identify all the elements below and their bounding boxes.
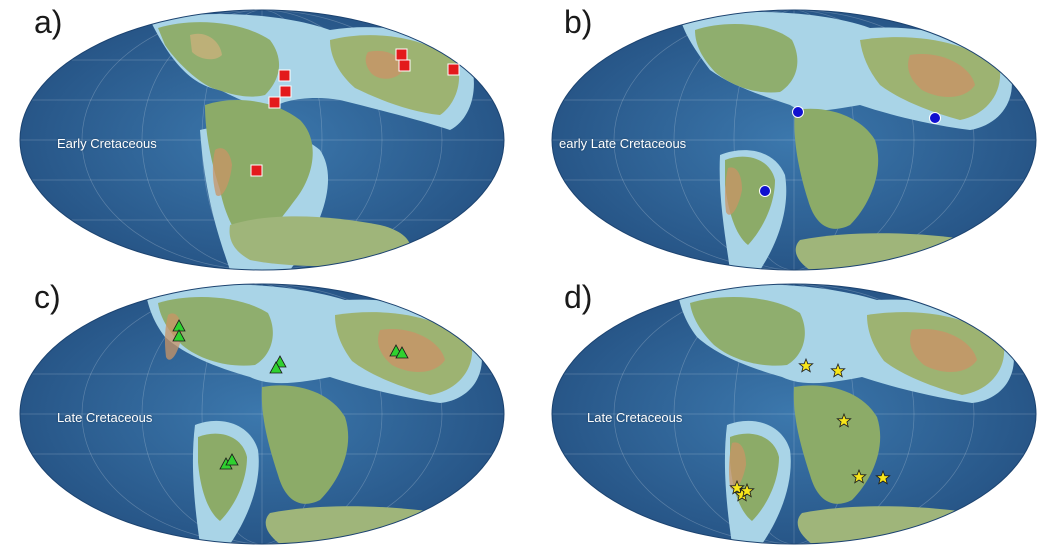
highland-2 — [212, 148, 232, 196]
marker-group-circles — [759, 106, 941, 197]
highland-1 — [365, 50, 405, 79]
fossil-site-square — [268, 96, 281, 109]
landmass-north-america — [158, 297, 273, 366]
fossil-site-triangle — [395, 346, 409, 359]
map-panel-c: c) Late Cretaceous — [0, 275, 529, 549]
era-label-b: early Late Cretaceous — [559, 136, 687, 151]
fossil-site-circle — [929, 112, 941, 124]
highland-1 — [378, 329, 445, 372]
fossil-site-circle — [792, 106, 804, 118]
map-panel-a: a) Early Cretaceous — [0, 0, 529, 274]
landmass-africa — [261, 385, 349, 504]
fossil-site-triangle — [269, 361, 283, 374]
panel-letter-b: b) — [564, 4, 593, 40]
era-label-d: Late Cretaceous — [587, 410, 683, 425]
marker-group-stars — [729, 357, 891, 502]
era-label-a: Early Cretaceous — [57, 136, 157, 151]
panel-letter-d: d) — [564, 279, 593, 315]
marker-group-squares — [250, 48, 460, 177]
landmass-south-america — [198, 433, 247, 521]
landmass-north-america — [695, 24, 798, 93]
paleogeographic-map-late-cretaceous-c — [19, 283, 505, 545]
fossil-site-square — [278, 69, 291, 82]
panel-letter-c: c) — [34, 279, 61, 315]
era-label-c: Late Cretaceous — [57, 410, 153, 425]
fossil-site-square — [279, 85, 292, 98]
fossil-site-square — [250, 164, 263, 177]
paleogeographic-map-early-late-cretaceous — [551, 9, 1037, 271]
landmass-laurasia-west — [158, 22, 280, 97]
fossil-site-square — [398, 59, 411, 72]
graticule — [552, 10, 1036, 270]
fossil-site-triangle — [172, 329, 186, 342]
map-panel-b: b) early Late Cretaceous — [530, 0, 1059, 274]
map-panel-d: d) Late Cretaceous — [530, 275, 1059, 549]
landmass-antarctica — [265, 506, 453, 544]
fossil-site-star — [851, 468, 867, 484]
fossil-site-square — [447, 63, 460, 76]
marker-group-triangles — [172, 319, 409, 470]
highland-1 — [910, 329, 977, 372]
fossil-site-star — [729, 479, 745, 495]
fossil-site-star — [836, 412, 852, 428]
panel-letter-a: a) — [34, 4, 63, 40]
highland-1 — [908, 54, 975, 97]
paleogeographic-map-early-cretaceous — [19, 9, 505, 271]
landmass-africa — [794, 108, 879, 229]
fossil-site-star — [830, 362, 846, 378]
landmass-antarctica — [795, 233, 983, 270]
landmass-antarctica — [229, 216, 411, 267]
fossil-site-triangle — [225, 453, 239, 466]
landmass-north-america — [690, 297, 805, 366]
landmass-antarctica — [797, 506, 985, 544]
highland-2 — [724, 167, 742, 215]
fossil-site-star — [739, 482, 755, 498]
fossil-site-star — [798, 357, 814, 373]
fossil-site-star — [875, 469, 891, 485]
paleogeographic-map-late-cretaceous-d — [551, 283, 1037, 545]
highland-2 — [728, 442, 746, 490]
highland-3 — [190, 33, 222, 60]
fossil-site-circle — [759, 185, 771, 197]
fossil-site-square — [395, 48, 408, 61]
